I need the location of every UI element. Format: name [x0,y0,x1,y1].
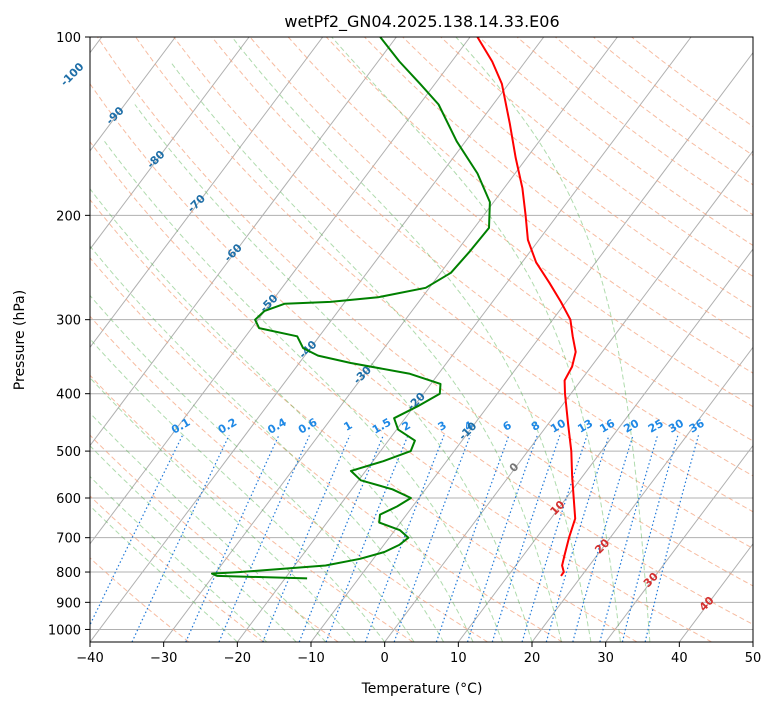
isotherm-line [90,37,324,349]
mixing-ratio-line [90,434,184,627]
dry-adiabat [96,37,753,587]
x-tick-label: 30 [597,651,614,666]
y-tick-label: 100 [56,31,81,46]
x-tick-label: −40 [76,651,103,666]
dry-adiabat [173,37,753,513]
dry-adiabat [90,374,414,642]
dry-adiabat [90,495,264,642]
dry-adiabat [90,434,339,642]
moist-adiabat [455,37,651,642]
moist-adiabat [104,141,503,642]
isotherm-line [752,641,753,642]
mixing-ratio-line [393,434,471,642]
plot-frame [89,36,754,643]
dry-adiabat [90,198,638,642]
isotherm-line [163,37,618,642]
dry-adiabat [135,37,753,550]
moist-adiabat [90,475,268,642]
dry-adiabat [325,37,753,374]
chart-title: wetPf2_GN04.2025.138.14.33.E06 [284,12,559,32]
isotherm-line [90,37,471,545]
y-axis-title: Pressure (hPa) [12,290,28,390]
y-axis: 100 200 300 400 500 600 700 800 900 1000 [48,31,90,638]
y-tick-label: 500 [56,445,81,460]
isotherm-line [90,37,545,642]
isotherm-line [531,346,753,642]
dry-adiabat [90,83,753,625]
mixing-ratio-line [621,435,679,642]
moist-adiabat [90,294,415,642]
mixing-ratio-line [218,434,311,642]
mixing-ratio-line [262,434,351,642]
x-tick-label: 0 [381,651,389,666]
moist-adiabat [169,61,562,642]
moist-adiabat [90,338,386,642]
moist-adiabat [231,37,592,642]
isotherm-line [457,248,753,642]
isotherm-label: -100 [58,60,87,89]
x-axis-title: Temperature (°C) [361,681,483,697]
x-tick-label: 10 [450,651,467,666]
y-tick-label: 700 [56,532,81,547]
mixing-ratio-line [364,434,445,642]
x-tick-label: −20 [224,651,251,666]
x-axis: −40 −30 −20 −10 0 10 20 30 40 50 [76,642,761,666]
y-tick-label: 800 [56,566,81,581]
moist-adiabat [134,104,533,642]
x-tick-label: 50 [745,651,762,666]
dry-adiabat [90,140,712,642]
dewpoint-profile [211,37,491,580]
isotherm-line [90,37,176,152]
isotherm-line [90,37,397,447]
y-tick-label: 1000 [48,623,81,638]
moist-adiabat [90,445,297,642]
y-tick-label: 200 [56,209,81,224]
dry-adiabat [211,37,753,477]
dry-adiabat [90,315,488,642]
mixing-ratio-line [599,435,659,642]
temperature-profile [476,37,577,577]
moist-adiabat [90,412,327,642]
moist-adiabat [90,245,445,642]
dry-adiabat [90,557,190,642]
isotherm-line [384,150,753,642]
dry-adiabat [249,37,753,442]
mixing-ratio-line [435,434,510,642]
y-tick-label: 600 [56,492,81,507]
dry-adiabat [402,37,753,309]
x-tick-label: 40 [671,651,688,666]
moist-adiabat [90,505,238,642]
y-tick-label: 300 [56,314,81,329]
x-tick-label: 20 [524,651,541,666]
x-tick-label: −30 [150,651,177,666]
moist-adiabat [331,37,621,642]
dry-adiabat [90,257,563,642]
mixing-ratio-line [572,435,634,642]
x-tick-label: −10 [297,651,324,666]
profile-lines [211,37,577,580]
dry-adiabat [364,37,753,341]
isotherm-line [90,37,250,250]
y-tick-label: 900 [56,596,81,611]
isotherm-line [605,444,753,642]
moist-adiabat [90,188,474,642]
isotherm-line [236,37,692,642]
y-tick-label: 400 [56,388,81,403]
